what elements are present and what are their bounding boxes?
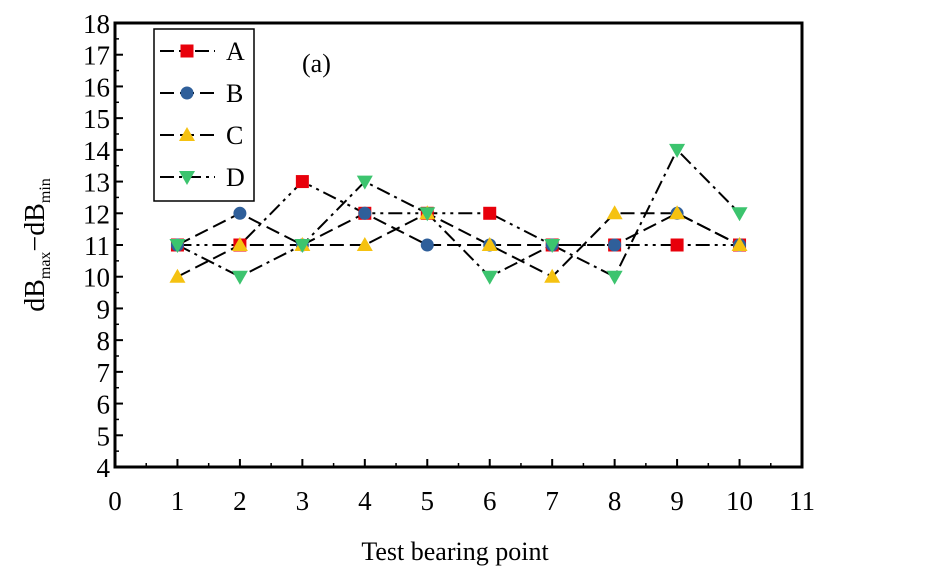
data-point-B (358, 206, 372, 220)
data-point-D (356, 175, 373, 190)
y-axis-label: dBmax−dBmin (20, 178, 54, 312)
data-point-C (669, 205, 686, 220)
data-point-C (481, 237, 498, 251)
x-tick-label: 11 (789, 486, 815, 516)
data-point-B (608, 238, 622, 252)
y-tick-label: 4 (97, 453, 111, 483)
legend-label-A: A (226, 37, 245, 66)
axis-ticks (114, 22, 803, 468)
legend-marker-C (179, 127, 195, 141)
legend-box (153, 28, 255, 202)
panel-label: (a) (302, 49, 331, 78)
y-tick-label: 12 (83, 199, 110, 229)
y-tick-label: 10 (83, 263, 110, 293)
data-point-D (169, 239, 186, 253)
y-tick-label: 9 (97, 294, 111, 324)
y-tick-label: 7 (97, 358, 111, 388)
series-line-A (177, 180, 740, 246)
data-point-D (231, 270, 248, 285)
data-point-D (294, 239, 311, 253)
y-tick-label: 18 (83, 9, 110, 39)
x-tick-label: 1 (171, 486, 185, 516)
y-label-sub-min: min (37, 178, 54, 203)
y-tick-label: 8 (97, 326, 111, 356)
x-axis-label: Test bearing point (361, 537, 549, 566)
data-point-A (295, 175, 309, 189)
data-point-A (670, 238, 684, 252)
x-tick-label: 6 (483, 486, 497, 516)
data-point-B (420, 238, 434, 252)
y-label-main: dB (20, 279, 51, 312)
legend-marker-D (179, 171, 195, 185)
data-point-A (483, 206, 497, 220)
data-point-C (544, 268, 561, 283)
x-tick-label: 8 (608, 486, 622, 516)
legend-marker-A (180, 44, 194, 58)
data-point-C (606, 205, 623, 220)
x-tick-label: 7 (545, 486, 559, 516)
legend-marker-B (180, 86, 194, 100)
y-tick-label: 6 (97, 390, 111, 420)
y-tick-label: 17 (83, 41, 110, 71)
x-tick-labels: 0 1 2 3 4 5 6 7 8 9 10 11 (108, 486, 815, 516)
data-point-D (419, 207, 436, 222)
y-tick-label: 16 (83, 72, 110, 102)
series-markers (169, 143, 748, 285)
legend-label-D: D (226, 163, 245, 192)
data-point-B (233, 206, 247, 220)
y-tick-label: 14 (83, 136, 111, 166)
series-lines (177, 148, 741, 279)
x-tick-label: 9 (670, 486, 684, 516)
data-point-D (544, 239, 561, 253)
data-point-D (481, 270, 498, 285)
y-tick-label: 11 (84, 231, 110, 261)
x-tick-label: 2 (233, 486, 247, 516)
data-point-C (231, 237, 248, 251)
legend-label-B: B (226, 79, 243, 108)
x-tick-label: 5 (421, 486, 435, 516)
data-point-D (606, 270, 623, 285)
data-point-D (731, 207, 748, 222)
y-label-sub-max: max (37, 252, 54, 280)
x-tick-label: 3 (296, 486, 310, 516)
y-tick-label: 15 (83, 104, 110, 134)
x-tick-label: 4 (358, 486, 372, 516)
y-tick-label: 13 (83, 168, 110, 198)
y-tick-label: 5 (97, 421, 111, 451)
legend-label-C: C (226, 121, 243, 150)
data-point-C (169, 268, 186, 283)
data-point-C (356, 237, 373, 251)
series-line-D (177, 148, 741, 279)
x-tick-label: 0 (108, 486, 122, 516)
y-label-separator: −dB (20, 203, 51, 251)
data-point-D (669, 143, 686, 158)
data-point-C (731, 237, 748, 251)
x-tick-label: 10 (726, 486, 753, 516)
